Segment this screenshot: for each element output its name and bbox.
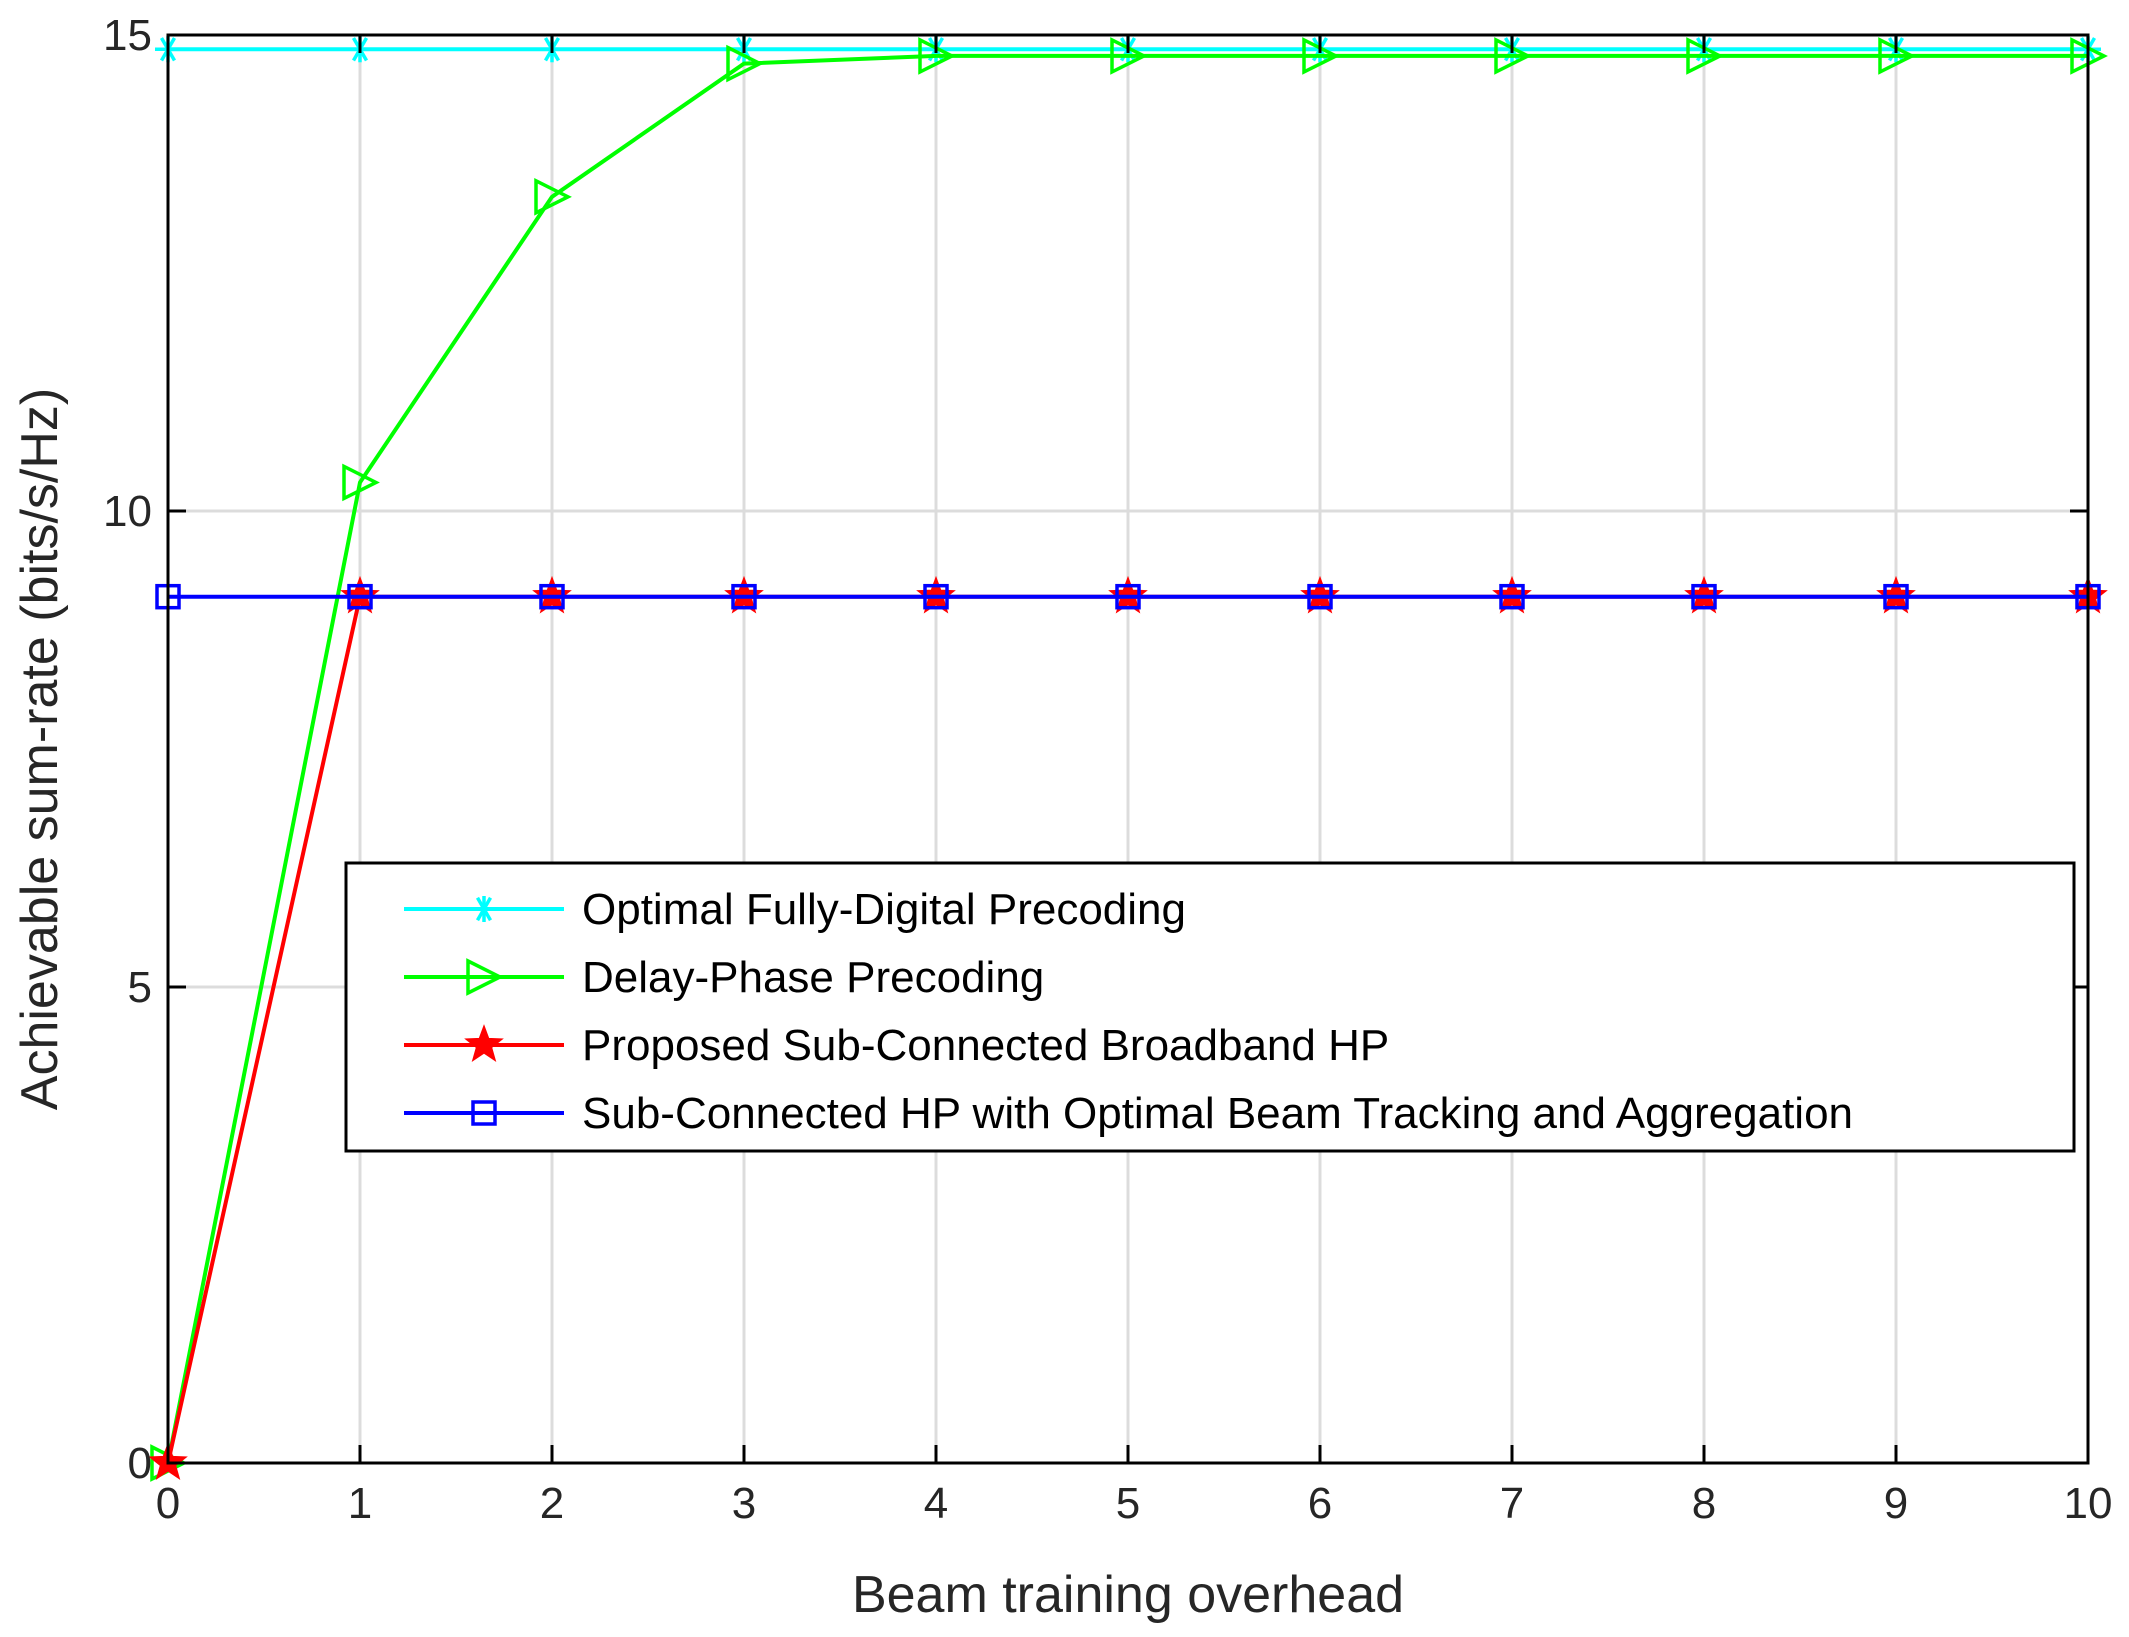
series-marker <box>1883 583 1909 610</box>
series-line <box>166 53 2088 1464</box>
series-marker <box>347 583 373 610</box>
y-tick-label: 15 <box>103 11 152 60</box>
series-marker <box>539 583 565 610</box>
legend-marker <box>471 1100 497 1126</box>
x-tick-label: 3 <box>732 1479 756 1528</box>
x-tick-label: 7 <box>1500 1479 1524 1528</box>
legend: Optimal Fully-Digital Precoding Delay-Pha… <box>344 861 2076 1153</box>
legend-entry: Sub-Connected HP with Optimal Beam Track… <box>404 1089 1853 1138</box>
legend-entry: Optimal Fully-Digital Precoding <box>404 885 1186 934</box>
y-tick-label: 10 <box>103 487 152 536</box>
x-tick-label: 9 <box>1884 1479 1908 1528</box>
legend-entry: Proposed Sub-Connected Broadband HP <box>404 1021 1389 1070</box>
series-4 <box>155 583 2101 610</box>
legend-label: Optimal Fully-Digital Precoding <box>582 885 1186 934</box>
x-tick-label: 0 <box>156 1479 180 1528</box>
series-marker <box>726 44 764 83</box>
axis-ticks: 0 1 2 3 4 5 6 7 8 9 10 0 5 10 15 <box>103 11 2112 1528</box>
x-axis-label: Beam training overhead <box>852 1566 1404 1624</box>
series-marker <box>923 583 949 610</box>
series-marker <box>342 463 380 502</box>
y-tick-label: 0 <box>128 1439 152 1488</box>
x-tick-label: 10 <box>2064 1479 2113 1528</box>
x-tick-label: 1 <box>348 1479 372 1528</box>
series-marker <box>1307 583 1333 610</box>
x-tick-label: 4 <box>924 1479 948 1528</box>
x-tick-label: 8 <box>1692 1479 1716 1528</box>
series-marker <box>1115 583 1141 610</box>
series-marker <box>1499 583 1525 610</box>
legend-label: Delay-Phase Precoding <box>582 953 1044 1002</box>
legend-marker <box>464 1024 504 1062</box>
legend-marker <box>471 896 497 922</box>
legend-marker <box>466 958 504 996</box>
x-tick-label: 2 <box>540 1479 564 1528</box>
series-marker <box>534 178 572 216</box>
legend-label: Sub-Connected HP with Optimal Beam Track… <box>582 1089 1853 1138</box>
y-tick-label: 5 <box>128 963 152 1012</box>
legend-box <box>344 861 2076 1153</box>
legend-entry: Delay-Phase Precoding <box>404 953 1044 1002</box>
legend-label: Proposed Sub-Connected Broadband HP <box>582 1021 1389 1070</box>
x-tick-label: 6 <box>1308 1479 1332 1528</box>
x-tick-label: 5 <box>1116 1479 1140 1528</box>
series-marker <box>1691 583 1717 610</box>
y-axis-label: Achievable sum-rate (bits/s/Hz) <box>11 388 69 1110</box>
series-marker <box>731 583 757 610</box>
